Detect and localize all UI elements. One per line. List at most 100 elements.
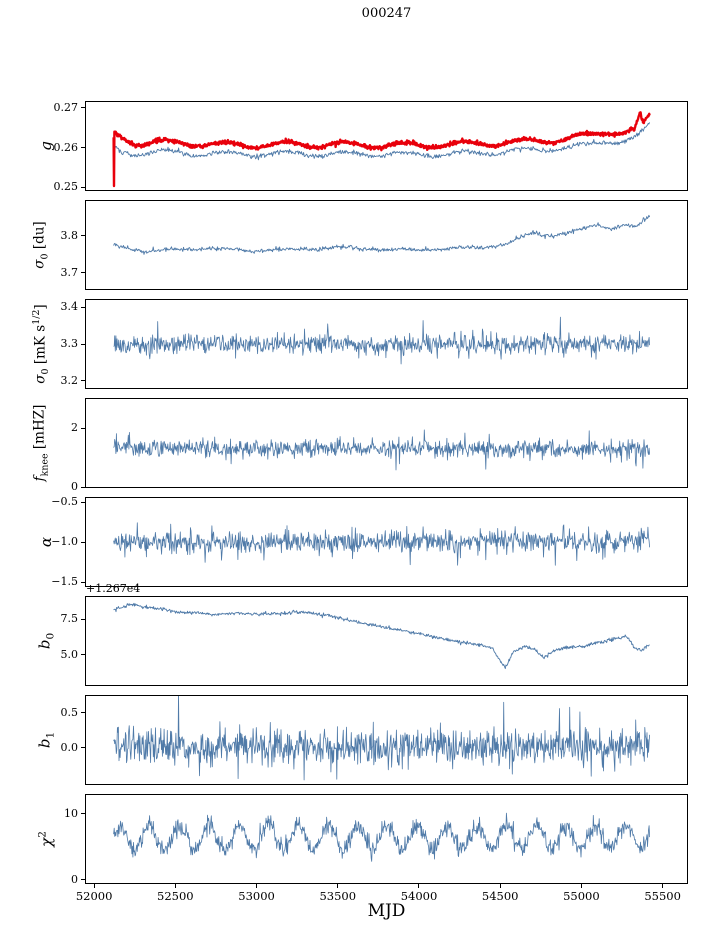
y-axis-label-part: 0 xyxy=(40,368,52,375)
y-tick-mark xyxy=(81,501,85,503)
y-tick-mark xyxy=(81,235,85,237)
y-tick-label: 7.5 xyxy=(60,612,79,626)
subplot-alpha xyxy=(85,497,688,587)
plot-area-chi2 xyxy=(113,812,650,862)
y-tick-mark xyxy=(81,380,85,382)
y-tick-mark xyxy=(81,581,85,583)
y-tick-mark xyxy=(81,186,85,188)
series-b1 xyxy=(113,696,650,781)
series-fknee xyxy=(113,429,650,471)
y-tick-label: 3.2 xyxy=(60,373,79,387)
y-axis-label-part: [du] xyxy=(31,221,48,254)
axis-offset-text: +1.267e4 xyxy=(86,582,141,595)
series-g-red xyxy=(112,111,651,188)
y-tick-mark xyxy=(81,747,85,749)
y-tick-label: −1.5 xyxy=(51,575,78,588)
x-tick-label: 53000 xyxy=(238,889,275,903)
y-axis-label-b0: b0 xyxy=(36,633,57,649)
y-tick-label: 0.25 xyxy=(53,180,79,194)
series-sigma0-du xyxy=(113,214,651,255)
plot-area-g xyxy=(112,111,651,188)
y-axis-label-part: χ xyxy=(37,837,56,847)
x-tick-mark xyxy=(256,884,258,888)
x-tick-label: 55500 xyxy=(644,889,681,903)
series-b0 xyxy=(113,602,650,670)
x-tick-mark xyxy=(418,884,420,888)
y-tick-mark xyxy=(81,107,85,109)
subplot-g xyxy=(85,101,688,191)
subplot-b0 xyxy=(85,596,688,686)
y-axis-label-part: f xyxy=(31,476,48,482)
y-axis-label-part: 0 xyxy=(44,632,57,640)
y-axis-label-part: [mK s xyxy=(32,324,49,369)
y-axis-label-part: 1 xyxy=(44,731,57,739)
y-tick-label: 3.7 xyxy=(60,265,79,279)
y-axis-label-part: ] xyxy=(32,304,49,310)
subplot-fknee xyxy=(85,398,688,488)
y-axis-label-part: [mHZ] xyxy=(31,404,48,454)
y-tick-label: −0.5 xyxy=(51,495,78,508)
plot-area-alpha xyxy=(113,522,650,566)
series-g-blue xyxy=(113,122,651,161)
y-tick-mark xyxy=(81,541,85,543)
y-tick-mark xyxy=(81,272,85,273)
y-axis-label-part: b xyxy=(35,738,54,749)
y-axis-label-part: σ xyxy=(32,374,49,384)
y-tick-mark xyxy=(81,654,85,656)
x-tick-label: 53500 xyxy=(319,889,357,903)
y-tick-mark xyxy=(81,343,85,345)
y-tick-label: 0 xyxy=(71,872,78,886)
y-axis-label-part: 0 xyxy=(39,253,51,260)
subplot-b1 xyxy=(85,695,688,785)
y-axis-label-part: 2 xyxy=(36,831,49,838)
subplot-sigma0-mks xyxy=(85,299,688,389)
y-tick-label: 5.0 xyxy=(60,647,79,661)
y-axis-label-part: b xyxy=(35,639,54,650)
y-tick-label: 3.8 xyxy=(60,228,79,242)
y-tick-label: 0.0 xyxy=(60,740,79,754)
y-axis-label-part: σ xyxy=(31,259,48,269)
y-axis-label-part: α xyxy=(37,536,55,548)
y-tick-label: −1.0 xyxy=(51,535,78,548)
x-tick-label: 55000 xyxy=(563,889,600,903)
y-tick-mark xyxy=(81,306,85,308)
subplot-sigma0-du xyxy=(85,200,688,290)
x-tick-mark xyxy=(580,884,582,888)
y-tick-label: 0 xyxy=(71,480,78,493)
series-chi2 xyxy=(113,812,650,862)
y-axis-label-b1: b1 xyxy=(36,732,57,748)
y-tick-label: 0.26 xyxy=(53,140,79,154)
x-axis-label: MJD xyxy=(367,901,406,921)
plot-area-sigma0-mks xyxy=(113,316,650,365)
plot-area-b0 xyxy=(113,602,650,670)
y-axis-label-alpha: α xyxy=(37,537,55,547)
plot-area-fknee xyxy=(113,429,650,471)
x-tick-mark xyxy=(337,884,339,888)
y-tick-mark xyxy=(81,486,85,488)
y-tick-mark xyxy=(81,712,85,714)
x-tick-label: 52500 xyxy=(157,889,194,903)
x-tick-label: 52000 xyxy=(75,889,113,903)
y-axis-label-part: knee xyxy=(39,453,51,477)
y-tick-label: 3.4 xyxy=(60,300,79,314)
x-tick-mark xyxy=(174,884,176,888)
y-axis-label-part: g xyxy=(37,141,55,151)
x-tick-mark xyxy=(662,884,664,888)
x-tick-mark xyxy=(499,884,501,888)
y-tick-label: 10 xyxy=(64,806,78,820)
y-tick-mark xyxy=(81,813,85,815)
x-tick-label: 54500 xyxy=(481,889,519,903)
chart-title: 000247 xyxy=(361,6,412,21)
y-tick-mark xyxy=(81,147,85,149)
plot-area-sigma0-du xyxy=(113,214,651,255)
y-tick-label: 0.27 xyxy=(53,100,79,114)
y-tick-mark xyxy=(81,879,85,881)
y-axis-label-sigma0-mks: σ0 [mK s1/2] xyxy=(31,304,51,383)
series-alpha xyxy=(113,522,650,566)
series-sigma0-mks xyxy=(113,316,650,365)
y-tick-label: 0.5 xyxy=(60,705,79,719)
y-axis-label-fknee: fknee [mHZ] xyxy=(32,405,51,482)
subplot-chi2 xyxy=(85,794,688,884)
y-axis-label-part: 1/2 xyxy=(30,309,42,325)
